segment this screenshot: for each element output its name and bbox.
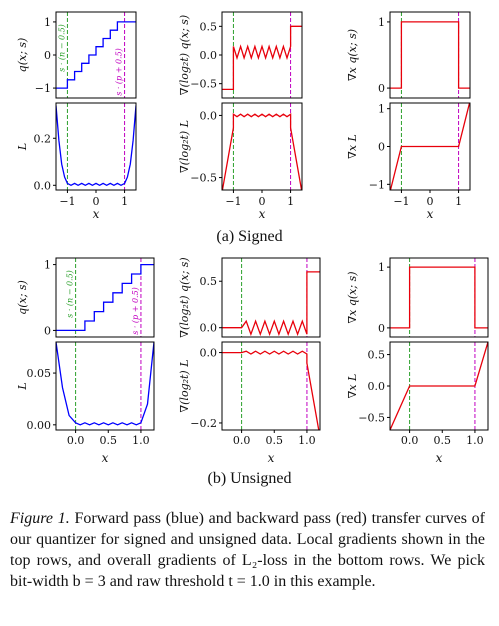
panel-0-bottom-right-ylabel: ∇x L	[346, 134, 359, 159]
panel-0-bottom-right-ytick-label: 0	[378, 141, 385, 154]
panel-0-bottom-right-xtick-label: 0	[427, 195, 434, 208]
panel-1-top-left-ylabel: q(x; s)	[16, 280, 29, 315]
panel-1-bottom-middle-xtick-label: 0.5	[266, 434, 284, 447]
panel-1-top-middle-curve	[222, 271, 320, 337]
x-axis-label: x	[102, 451, 109, 465]
panel-1-bottom-middle-xtick-label: 0.0	[233, 434, 251, 447]
panel-0-top-left-ref-label-lower: s · (n − 0.5)	[57, 24, 66, 72]
panel-1-top-middle-ytick-label: 0.0	[200, 322, 218, 335]
panel-0-bottom-left-ytick-label: 0.2	[34, 132, 52, 145]
panel-1-top-right-ytick-label: 1	[378, 261, 385, 274]
panel-1-bottom-middle-xtick-label: 1.0	[298, 434, 316, 447]
panel-1-bottom-right-ytick-label: 0.0	[368, 380, 386, 393]
x-axis-label: x	[268, 451, 275, 465]
panel-1-bottom-left-curve	[56, 342, 154, 426]
panel-0-bottom-left-curve	[56, 105, 136, 187]
panel-1-top-right-ytick-label: 0	[378, 322, 385, 335]
panel-0-bottom-middle-xtick-label: −1	[225, 195, 241, 208]
panel-1-bottom-middle-curve	[222, 350, 320, 430]
panel-0-bottom-left-xtick-label: −1	[59, 195, 75, 208]
panel-1-top-left-ytick-label: 0	[44, 324, 51, 337]
panel-1-top-middle-ytick-label: 0.5	[200, 275, 218, 288]
panel-0-bottom-left-ylabel: L	[16, 143, 29, 151]
panel-1-top-left-curve	[56, 263, 154, 332]
panel-0-top-middle-ylabel: ∇(log₂t) q(x; s)	[178, 15, 191, 95]
panel-0-bottom-right-xtick-label: 1	[455, 195, 462, 208]
panel-1-bottom-left-ylabel: L	[16, 382, 29, 390]
panel-1-bottom-left-ytick-label: 0.05	[27, 367, 52, 380]
panel-0-top-right-ytick-label: 1	[378, 16, 385, 29]
figure-canvas: −1 0 1 q(x; s) s · (n − 0.5) s · (p + 0.5) −0.…	[16, 11, 489, 465]
panel-0-top-middle-ytick-label: −0.5	[190, 78, 217, 91]
panel-1-bottom-left-xtick-label: 0.0	[67, 434, 85, 447]
panel-1-top-left-frame	[55, 257, 155, 338]
x-axis-label: x	[93, 207, 100, 221]
panel-1-bottom-right-curve	[390, 342, 488, 430]
panel-0-top-middle-ytick-label: 0.5	[200, 20, 218, 33]
panel-0-bottom-middle-ylabel: ∇(log₂t) L	[178, 120, 191, 173]
panel-0-bottom-right-curve	[390, 103, 470, 190]
x-axis-label: x	[427, 207, 434, 221]
panel-0-top-left-curve	[56, 21, 136, 89]
panel-0-top-right-ylabel: ∇x q(x; s)	[346, 29, 359, 81]
figure-caption-text: Forward pass (blue) and backward pass (r…	[10, 510, 486, 590]
panel-1-bottom-left-xtick-label: 0.5	[100, 434, 118, 447]
panel-0-top-left-ytick-label: 0	[44, 49, 51, 62]
panel-0-bottom-left-xtick-label: 1	[121, 195, 128, 208]
panel-1-top-right-frame	[389, 257, 489, 338]
panel-1-bottom-right-ylabel: ∇x L	[346, 374, 359, 399]
panel-0-bottom-left-xtick-label: 0	[93, 195, 100, 208]
panel-0-bottom-right-ytick-label: 1	[378, 103, 385, 116]
panel-1-bottom-middle-ylabel: ∇(log₂t) L	[178, 359, 191, 412]
panel-1-top-right-curve	[390, 266, 488, 329]
panel-0-bottom-middle-xtick-label: 0	[259, 195, 266, 208]
panel-1-bottom-middle-ytick-label: −0.2	[190, 417, 217, 430]
panel-1-bottom-middle-frame	[221, 341, 321, 431]
panel-0-bottom-middle-curve	[222, 112, 302, 190]
panel-1-top-left-ref-label-lower: s · (n − 0.5)	[66, 270, 75, 318]
panel-1-bottom-right-ytick-label: −0.5	[358, 411, 385, 424]
panel-0-bottom-middle-ytick-label: 0.0	[200, 109, 218, 122]
panel-0-bottom-right-ytick-label: −1	[369, 178, 385, 191]
panel-0-top-left-ytick-label: 1	[44, 16, 51, 29]
panel-0-bottom-middle-xtick-label: 1	[287, 195, 294, 208]
panel-0-bottom-middle-ytick-label: −0.5	[190, 172, 217, 185]
panel-0-bottom-left-frame	[55, 102, 137, 191]
figure-label: Figure 1.	[10, 510, 70, 527]
x-axis-label: x	[259, 207, 266, 221]
panel-0-top-middle-ytick-label: 0.0	[200, 49, 218, 62]
panel-1-top-left-ytick-label: 1	[44, 259, 51, 272]
panel-1-bottom-left-frame	[55, 341, 155, 431]
x-axis-label: x	[436, 451, 443, 465]
panel-1-top-left-ref-label-upper: s · (p + 0.5)	[131, 287, 140, 335]
panel-0-top-right-ytick-label: 0	[378, 82, 385, 95]
subcaption-unsigned: (b) Unsigned	[207, 470, 292, 487]
panel-1-bottom-right-xtick-label: 1.0	[466, 434, 484, 447]
panel-1-bottom-left-ytick-label: 0.00	[27, 419, 52, 432]
panel-1-top-right-ylabel: ∇x q(x; s)	[346, 271, 359, 323]
panel-1-bottom-right-xtick-label: 0.0	[401, 434, 419, 447]
panel-1-bottom-middle-ytick-label: 0.0	[200, 347, 218, 360]
panel-1-bottom-right-xtick-label: 0.5	[434, 434, 452, 447]
panel-1-top-middle-ylabel: ∇(log₂t) q(x; s)	[178, 257, 191, 337]
subcaption-signed: (a) Signed	[216, 228, 283, 245]
panel-0-bottom-right-xtick-label: −1	[393, 195, 409, 208]
figure-caption: Figure 1. Forward pass (blue) and backwa…	[10, 508, 485, 592]
panel-0-top-left-ytick-label: −1	[35, 82, 51, 95]
panel-0-top-middle-curve	[222, 25, 302, 91]
panel-1-bottom-right-ytick-label: 0.5	[368, 349, 386, 362]
panel-0-bottom-left-ytick-label: 0.0	[34, 179, 52, 192]
panel-0-top-left-ref-label-upper: s · (p + 0.5)	[115, 48, 124, 96]
panel-0-top-right-frame	[389, 11, 471, 99]
panel-0-top-left-ylabel: q(x; s)	[16, 38, 29, 73]
panel-1-bottom-left-xtick-label: 1.0	[132, 434, 150, 447]
panel-1-top-middle-frame	[221, 257, 321, 338]
panel-0-top-right-curve	[390, 21, 470, 89]
